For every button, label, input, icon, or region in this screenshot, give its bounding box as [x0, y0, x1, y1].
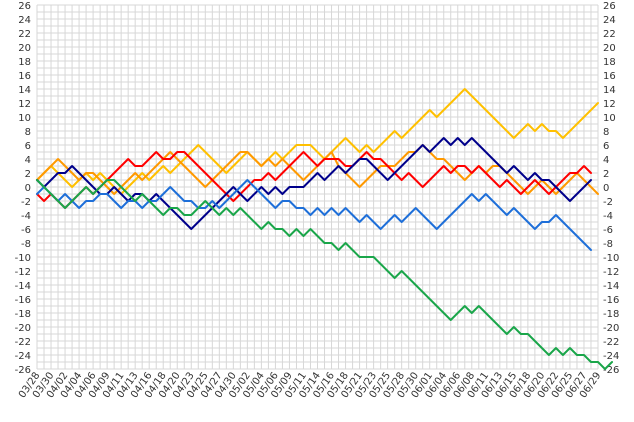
y-tick-label-left: 6 — [25, 141, 31, 152]
y-tick-label-left: -2 — [21, 197, 31, 208]
y-tick-label-left: -8 — [21, 239, 31, 250]
y-tick-label-right: 0 — [603, 183, 609, 194]
y-tick-label-left: -24 — [15, 351, 31, 362]
y-tick-label-left: 12 — [18, 99, 31, 110]
y-tick-label-right: -20 — [603, 323, 619, 334]
y-tick-label-right: -16 — [603, 295, 619, 306]
y-tick-label-right: 24 — [603, 15, 616, 26]
y-tick-label-left: -10 — [15, 253, 31, 264]
y-tick-label-left: 10 — [18, 113, 31, 124]
series-line-1 — [36, 88, 599, 195]
series-group — [36, 88, 614, 370]
y-tick-label-left: 14 — [18, 85, 31, 96]
y-tick-label-left: -14 — [15, 281, 31, 292]
x-axis: 03/2803/3004/0204/0404/0604/0904/1104/13… — [17, 370, 604, 400]
y-tick-label-right: -18 — [603, 309, 619, 320]
y-tick-label-right: 10 — [603, 113, 616, 124]
y-tick-label-right: 20 — [603, 43, 616, 54]
y-tick-label-right: -8 — [603, 239, 613, 250]
y-tick-label-left: 2 — [25, 169, 31, 180]
y-tick-label-right: 8 — [603, 127, 609, 138]
y-tick-label-left: -6 — [21, 225, 31, 236]
y-tick-label-right: 18 — [603, 57, 616, 68]
y-tick-label-left: 4 — [25, 155, 31, 166]
y-tick-label-right: -4 — [603, 211, 613, 222]
y-tick-label-right: -6 — [603, 225, 613, 236]
y-tick-label-right: 6 — [603, 141, 609, 152]
y-tick-label-left: 18 — [18, 57, 31, 68]
y-tick-label-left: 22 — [18, 29, 31, 40]
y-tick-label-right: 12 — [603, 99, 616, 110]
y-tick-label-left: 16 — [18, 71, 31, 82]
y-tick-label-left: -22 — [15, 337, 31, 348]
series-line-5 — [36, 179, 592, 251]
y-tick-label-left: 26 — [18, 1, 31, 12]
y-tick-label-right: -22 — [603, 337, 619, 348]
y-tick-label-right: 16 — [603, 71, 616, 82]
series-line-6 — [36, 179, 614, 370]
y-tick-label-right: 26 — [603, 1, 616, 12]
y-tick-label-left: -26 — [15, 365, 31, 376]
y-tick-label-right: -12 — [603, 267, 619, 278]
series-line-3 — [36, 151, 592, 209]
y-tick-label-left: 20 — [18, 43, 31, 54]
y-tick-label-left: -18 — [15, 309, 31, 320]
y-tick-label-right: 14 — [603, 85, 616, 96]
y-tick-label-right: 4 — [603, 155, 609, 166]
y-tick-label-right: -10 — [603, 253, 619, 264]
y-tick-label-left: 8 — [25, 127, 31, 138]
y-tick-label-right: 2 — [603, 169, 609, 180]
y-tick-label-right: 22 — [603, 29, 616, 40]
y-tick-label-left: 0 — [25, 183, 31, 194]
y-tick-label-right: -2 — [603, 197, 613, 208]
y-tick-label-left: -20 — [15, 323, 31, 334]
y-tick-label-right: -14 — [603, 281, 619, 292]
y-tick-label-left: -16 — [15, 295, 31, 306]
series-line-4 — [36, 137, 592, 230]
y-axis-left: 26242220181614121086420-2-4-6-8-10-12-14… — [15, 1, 31, 376]
y-tick-label-right: -26 — [603, 365, 619, 376]
y-tick-label-left: -4 — [21, 211, 31, 222]
y-tick-label-left: 24 — [18, 15, 31, 26]
y-tick-label-left: -12 — [15, 267, 31, 278]
y-tick-label-right: -24 — [603, 351, 619, 362]
y-axis-right: 26242220181614121086420-2-4-6-8-10-12-14… — [603, 1, 619, 376]
